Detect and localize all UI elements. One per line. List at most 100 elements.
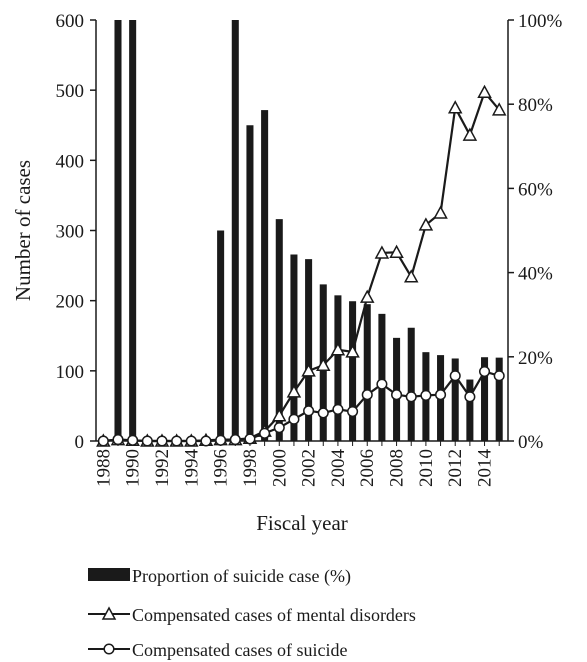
left-tick-label: 500 <box>56 81 85 102</box>
bar <box>275 219 283 441</box>
bar <box>290 254 298 441</box>
bar <box>129 20 137 441</box>
suicide-point <box>185 435 197 447</box>
axes <box>95 20 509 442</box>
mental-disorders-point <box>433 205 448 219</box>
bar <box>495 357 503 441</box>
right-tick-label: 0% <box>518 432 544 453</box>
mental-disorders-point <box>403 269 419 283</box>
suicide-point <box>141 435 153 447</box>
bar-series <box>114 20 503 442</box>
mental-disorders-point <box>462 127 478 141</box>
x-tick-label: 1990 <box>123 449 144 487</box>
suicide-point <box>347 405 359 418</box>
bar <box>114 20 122 441</box>
legend-label-mental-disorders: Compensated cases of mental disorders <box>132 605 416 625</box>
suicide-point <box>405 391 417 403</box>
mental-disorders-point <box>315 357 331 371</box>
line-series <box>96 84 507 447</box>
bar <box>334 295 342 441</box>
suicide-point <box>493 370 505 382</box>
suicide-point <box>332 403 344 415</box>
bar <box>246 125 254 441</box>
suicide-point <box>449 370 461 382</box>
bar <box>261 110 269 442</box>
x-tick-label: 1992 <box>152 449 173 487</box>
x-tick-label: 2006 <box>357 449 378 487</box>
bar <box>481 357 489 441</box>
x-tick-label: 1988 <box>93 449 114 487</box>
bar <box>231 20 239 441</box>
x-tick-label: 2000 <box>269 449 290 487</box>
bar <box>451 358 459 441</box>
mental-disorders-point <box>301 363 316 377</box>
left-tick-label: 400 <box>56 151 85 172</box>
x-tick-label: 2014 <box>475 448 496 487</box>
x-axis-title: Fiscal year <box>256 511 348 535</box>
suicide-point <box>273 422 285 434</box>
legend-circle-marker <box>103 643 115 655</box>
left-tick-label: 300 <box>56 222 85 243</box>
bar <box>363 304 371 441</box>
legend-label-proportion: Proportion of suicide case (%) <box>132 566 351 587</box>
mental-disorders-point <box>272 408 287 422</box>
mental-disorders-point <box>345 344 360 358</box>
bar <box>305 259 313 441</box>
right-tick-label: 60% <box>518 179 553 200</box>
legend: Proportion of suicide case (%) Compensat… <box>88 566 416 660</box>
suicide-point <box>127 434 139 446</box>
bar <box>349 301 357 441</box>
suicide-point <box>391 389 403 401</box>
bar <box>217 230 225 441</box>
bar <box>378 313 386 441</box>
x-tick-label: 2010 <box>416 449 437 487</box>
bar <box>466 379 474 441</box>
suicide-point <box>478 365 491 378</box>
left-tick-label: 0 <box>75 432 85 453</box>
legend-triangle-marker <box>101 606 117 620</box>
suicide-point <box>112 434 124 446</box>
mental-disorders-point <box>418 217 434 231</box>
right-tick-label: 100% <box>518 11 563 32</box>
tick-group: 0 100 200 300 400 500 600 0% 20% 40% 60% 80% 100% 198… <box>56 11 563 487</box>
suicide-point <box>420 389 432 401</box>
suicide-line <box>103 370 500 443</box>
mental-disorders-point <box>330 342 346 356</box>
x-tick-label: 2012 <box>445 449 466 487</box>
suicide-point <box>200 435 212 447</box>
suicide-point <box>464 391 476 403</box>
bar <box>407 327 415 441</box>
suicide-point <box>244 433 256 445</box>
right-tick-label: 20% <box>518 348 553 369</box>
suicide-point <box>215 434 227 446</box>
legend-label-suicide: Compensated cases of suicide <box>132 640 347 660</box>
x-tick-label: 1998 <box>240 449 261 487</box>
left-tick-label: 200 <box>56 292 85 313</box>
right-tick-label: 80% <box>518 95 553 116</box>
left-tick-label: 100 <box>56 362 85 383</box>
mental-disorders-point <box>477 84 492 99</box>
suicide-point <box>288 413 300 425</box>
suicide-point <box>361 389 373 401</box>
x-tick-label: 2004 <box>328 449 349 488</box>
x-tick-label: 2002 <box>299 449 320 487</box>
mental-disorders-point <box>447 100 463 114</box>
suicide-point <box>156 435 168 447</box>
legend-bar-swatch <box>88 568 130 581</box>
suicide-point <box>259 427 271 439</box>
mental-disorders-point <box>389 244 404 259</box>
mental-disorders-point <box>491 102 507 116</box>
suicide-point <box>317 407 329 419</box>
mental-disorders-point <box>286 384 302 398</box>
suicide-point <box>303 405 315 417</box>
suicide-point <box>229 434 241 446</box>
suicide-point <box>171 435 183 447</box>
suicide-point <box>435 389 447 401</box>
left-tick-label: 600 <box>56 11 85 32</box>
suicide-point <box>97 435 109 447</box>
right-tick-label: 40% <box>518 264 553 285</box>
mental-disorders-point <box>374 245 390 259</box>
mental-disorders-point <box>359 289 375 303</box>
y-axis-title: Number of cases <box>11 160 35 301</box>
